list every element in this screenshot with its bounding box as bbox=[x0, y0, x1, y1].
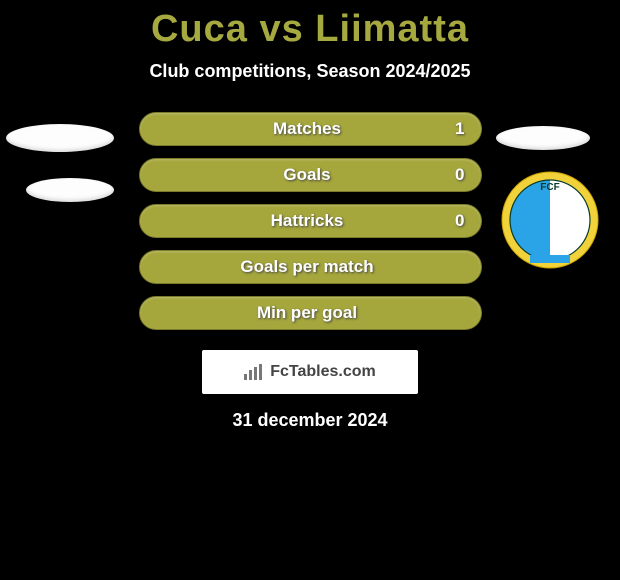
watermark-text: FcTables.com bbox=[270, 363, 376, 381]
stat-bar-mpg: Min per goal bbox=[139, 296, 482, 330]
stat-row: Goals per match bbox=[0, 250, 620, 284]
title-vs: vs bbox=[248, 8, 315, 50]
stat-bar-matches: Matches 1 bbox=[139, 112, 482, 146]
stat-label: Goals bbox=[283, 165, 330, 185]
watermark: FcTables.com bbox=[202, 350, 418, 394]
stat-bar-goals: Goals 0 bbox=[139, 158, 482, 192]
stat-row: Matches 1 bbox=[0, 112, 620, 146]
stat-row: Min per goal bbox=[0, 296, 620, 330]
stat-label: Min per goal bbox=[257, 303, 357, 323]
stat-bar-gpm: Goals per match bbox=[139, 250, 482, 284]
title-player2: Liimatta bbox=[315, 8, 469, 50]
stat-label: Matches bbox=[273, 119, 341, 139]
date-text: 31 december 2024 bbox=[0, 410, 620, 431]
stat-label: Hattricks bbox=[271, 211, 344, 231]
chart-bars-icon bbox=[244, 364, 264, 380]
title-player1: Cuca bbox=[151, 8, 248, 50]
stat-row: Hattricks 0 bbox=[0, 204, 620, 238]
stat-value: 0 bbox=[455, 165, 464, 185]
stat-bar-hattricks: Hattricks 0 bbox=[139, 204, 482, 238]
stat-bars: Matches 1 Goals 0 Hattricks 0 Goals per … bbox=[0, 112, 620, 330]
stat-value: 0 bbox=[455, 211, 464, 231]
stat-label: Goals per match bbox=[240, 257, 373, 277]
stats-infographic: Cuca vs Liimatta Club competitions, Seas… bbox=[0, 0, 620, 580]
subtitle: Club competitions, Season 2024/2025 bbox=[0, 61, 620, 82]
page-title: Cuca vs Liimatta bbox=[0, 0, 620, 51]
stat-value: 1 bbox=[455, 119, 464, 139]
stat-row: Goals 0 bbox=[0, 158, 620, 192]
